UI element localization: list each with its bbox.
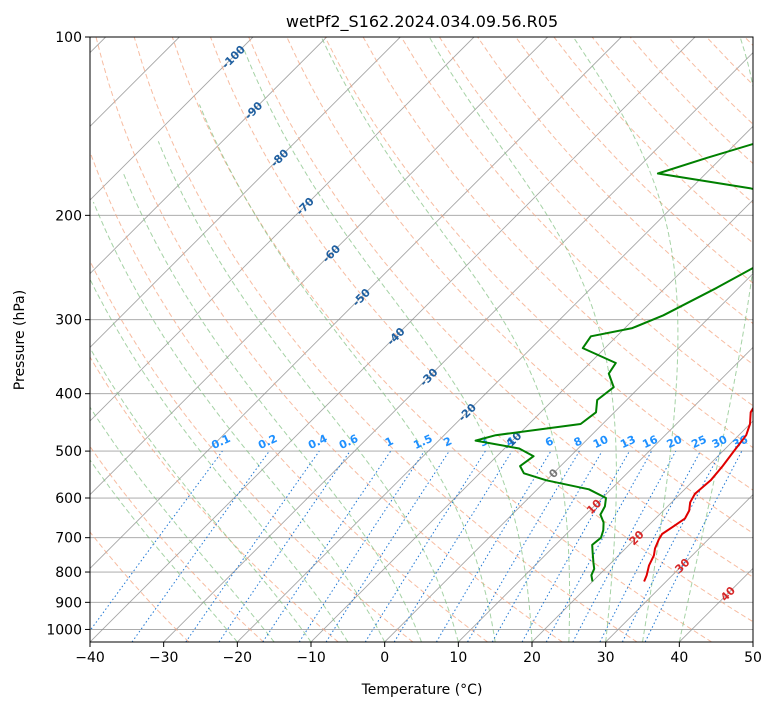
dry-adiabat-line bbox=[248, 37, 753, 578]
moist-adiabat-line bbox=[198, 104, 496, 642]
mixing-ratio-label: 10 bbox=[591, 433, 611, 451]
moist-adiabat-line bbox=[123, 173, 422, 642]
dry-adiabat-line bbox=[400, 37, 753, 407]
moist-adiabat-line bbox=[243, 49, 533, 642]
y-axis-label: Pressure (hPa) bbox=[12, 290, 28, 390]
moist-adiabat-line bbox=[678, 37, 753, 642]
x-tick-label: 50 bbox=[744, 650, 762, 666]
x-tick-label: 10 bbox=[449, 650, 467, 666]
x-tick-label: 30 bbox=[597, 650, 615, 666]
moist-adiabat-line bbox=[90, 347, 312, 642]
y-tick-label: 200 bbox=[55, 208, 82, 224]
dry-adiabat-line bbox=[210, 37, 753, 623]
y-tick-label: 1000 bbox=[46, 622, 82, 638]
isotherm-line bbox=[90, 37, 548, 496]
dry-adiabat-line bbox=[515, 37, 753, 284]
isotherm-line bbox=[458, 346, 753, 642]
y-tick-label: 300 bbox=[55, 313, 82, 329]
y-tick-label: 900 bbox=[55, 595, 82, 611]
isotherm-line bbox=[531, 420, 753, 642]
mixing-ratio-line bbox=[131, 450, 270, 642]
mixing-ratio-line bbox=[572, 450, 677, 642]
y-tick-label: 800 bbox=[55, 565, 82, 581]
isotherm-line bbox=[90, 37, 401, 348]
plot-area: 0.1 0.2 0.4 0.6 1 1.5 2 3 4 6 8 10 13 16 20 25 30 36-100-… bbox=[90, 37, 753, 642]
x-axis-label: Temperature (°C) bbox=[361, 682, 483, 698]
y-tick-label: 400 bbox=[55, 387, 82, 403]
isotherm-line bbox=[237, 125, 753, 642]
dry-adiabat-line bbox=[90, 445, 264, 642]
dry-adiabat-line bbox=[133, 37, 638, 642]
dewpoint-profile bbox=[474, 142, 753, 582]
y-tick-label: 100 bbox=[55, 30, 82, 46]
mixing-ratio-line bbox=[218, 450, 351, 642]
mixing-ratio-line bbox=[521, 450, 630, 642]
isotherm-line bbox=[90, 37, 475, 422]
mixing-ratio-label: 13 bbox=[618, 433, 637, 451]
moist-adiabat-line bbox=[90, 459, 238, 642]
chart-title: wetPf2_S162.2024.034.09.56.R05 bbox=[286, 12, 558, 32]
y-tick-label: 500 bbox=[55, 444, 82, 460]
mixing-ratio-line bbox=[325, 450, 450, 642]
dry-adiabat-line bbox=[90, 259, 414, 642]
x-tick-label: −20 bbox=[223, 650, 253, 666]
isotherm-line bbox=[90, 37, 254, 201]
dry-adiabat-line bbox=[90, 531, 190, 642]
x-tick-label: 0 bbox=[380, 650, 389, 666]
moist-adiabat-line bbox=[320, 37, 571, 642]
mixing-ratio-line bbox=[644, 450, 743, 642]
mixing-ratio-label: 30 bbox=[710, 433, 730, 451]
mixing-ratio-label: 16 bbox=[640, 433, 660, 451]
x-tick-label: 40 bbox=[670, 650, 688, 666]
plot-frame bbox=[89, 36, 754, 643]
isotherm-line bbox=[163, 52, 753, 642]
y-tick-label: 600 bbox=[55, 491, 82, 507]
mixing-ratio-line bbox=[545, 450, 653, 642]
moist-adiabat-line bbox=[572, 37, 679, 642]
mixing-ratio-line bbox=[185, 450, 320, 642]
axes: −40 −30 −20 −10 0 10 20 30 40 50 100 200 300 400 500 60… bbox=[46, 30, 762, 666]
x-tick-label: −10 bbox=[296, 650, 326, 666]
y-tick-label: 700 bbox=[55, 531, 82, 547]
mixing-ratio-line bbox=[393, 450, 513, 642]
dry-adiabat-line bbox=[95, 37, 563, 642]
mixing-ratio-line bbox=[298, 450, 425, 642]
isotherm-line bbox=[90, 37, 327, 275]
dry-adiabat-line bbox=[171, 37, 712, 642]
dry-adiabat-line bbox=[324, 37, 753, 491]
dry-adiabat-line bbox=[438, 37, 753, 366]
temperature-profile bbox=[643, 406, 753, 582]
x-tick-label: −30 bbox=[149, 650, 179, 666]
moist-adiabat-line bbox=[90, 406, 275, 642]
isotherm-line bbox=[605, 494, 753, 642]
moist-adiabat-line bbox=[157, 141, 459, 642]
x-tick-label: 20 bbox=[523, 650, 541, 666]
mixing-ratio-line bbox=[262, 450, 392, 642]
dry-adiabat-line bbox=[90, 150, 488, 642]
mixing-ratio-line bbox=[90, 450, 223, 632]
dry-adiabat-line bbox=[90, 356, 339, 642]
x-tick-label: −40 bbox=[75, 650, 105, 666]
moist-adiabat-line bbox=[428, 37, 617, 642]
moist-adiabat-line bbox=[92, 201, 386, 642]
mixing-ratio-label: 20 bbox=[665, 433, 685, 451]
mixing-ratio-label: 25 bbox=[689, 433, 708, 451]
isotherm-line bbox=[384, 273, 753, 642]
isotherm-line bbox=[90, 37, 622, 569]
